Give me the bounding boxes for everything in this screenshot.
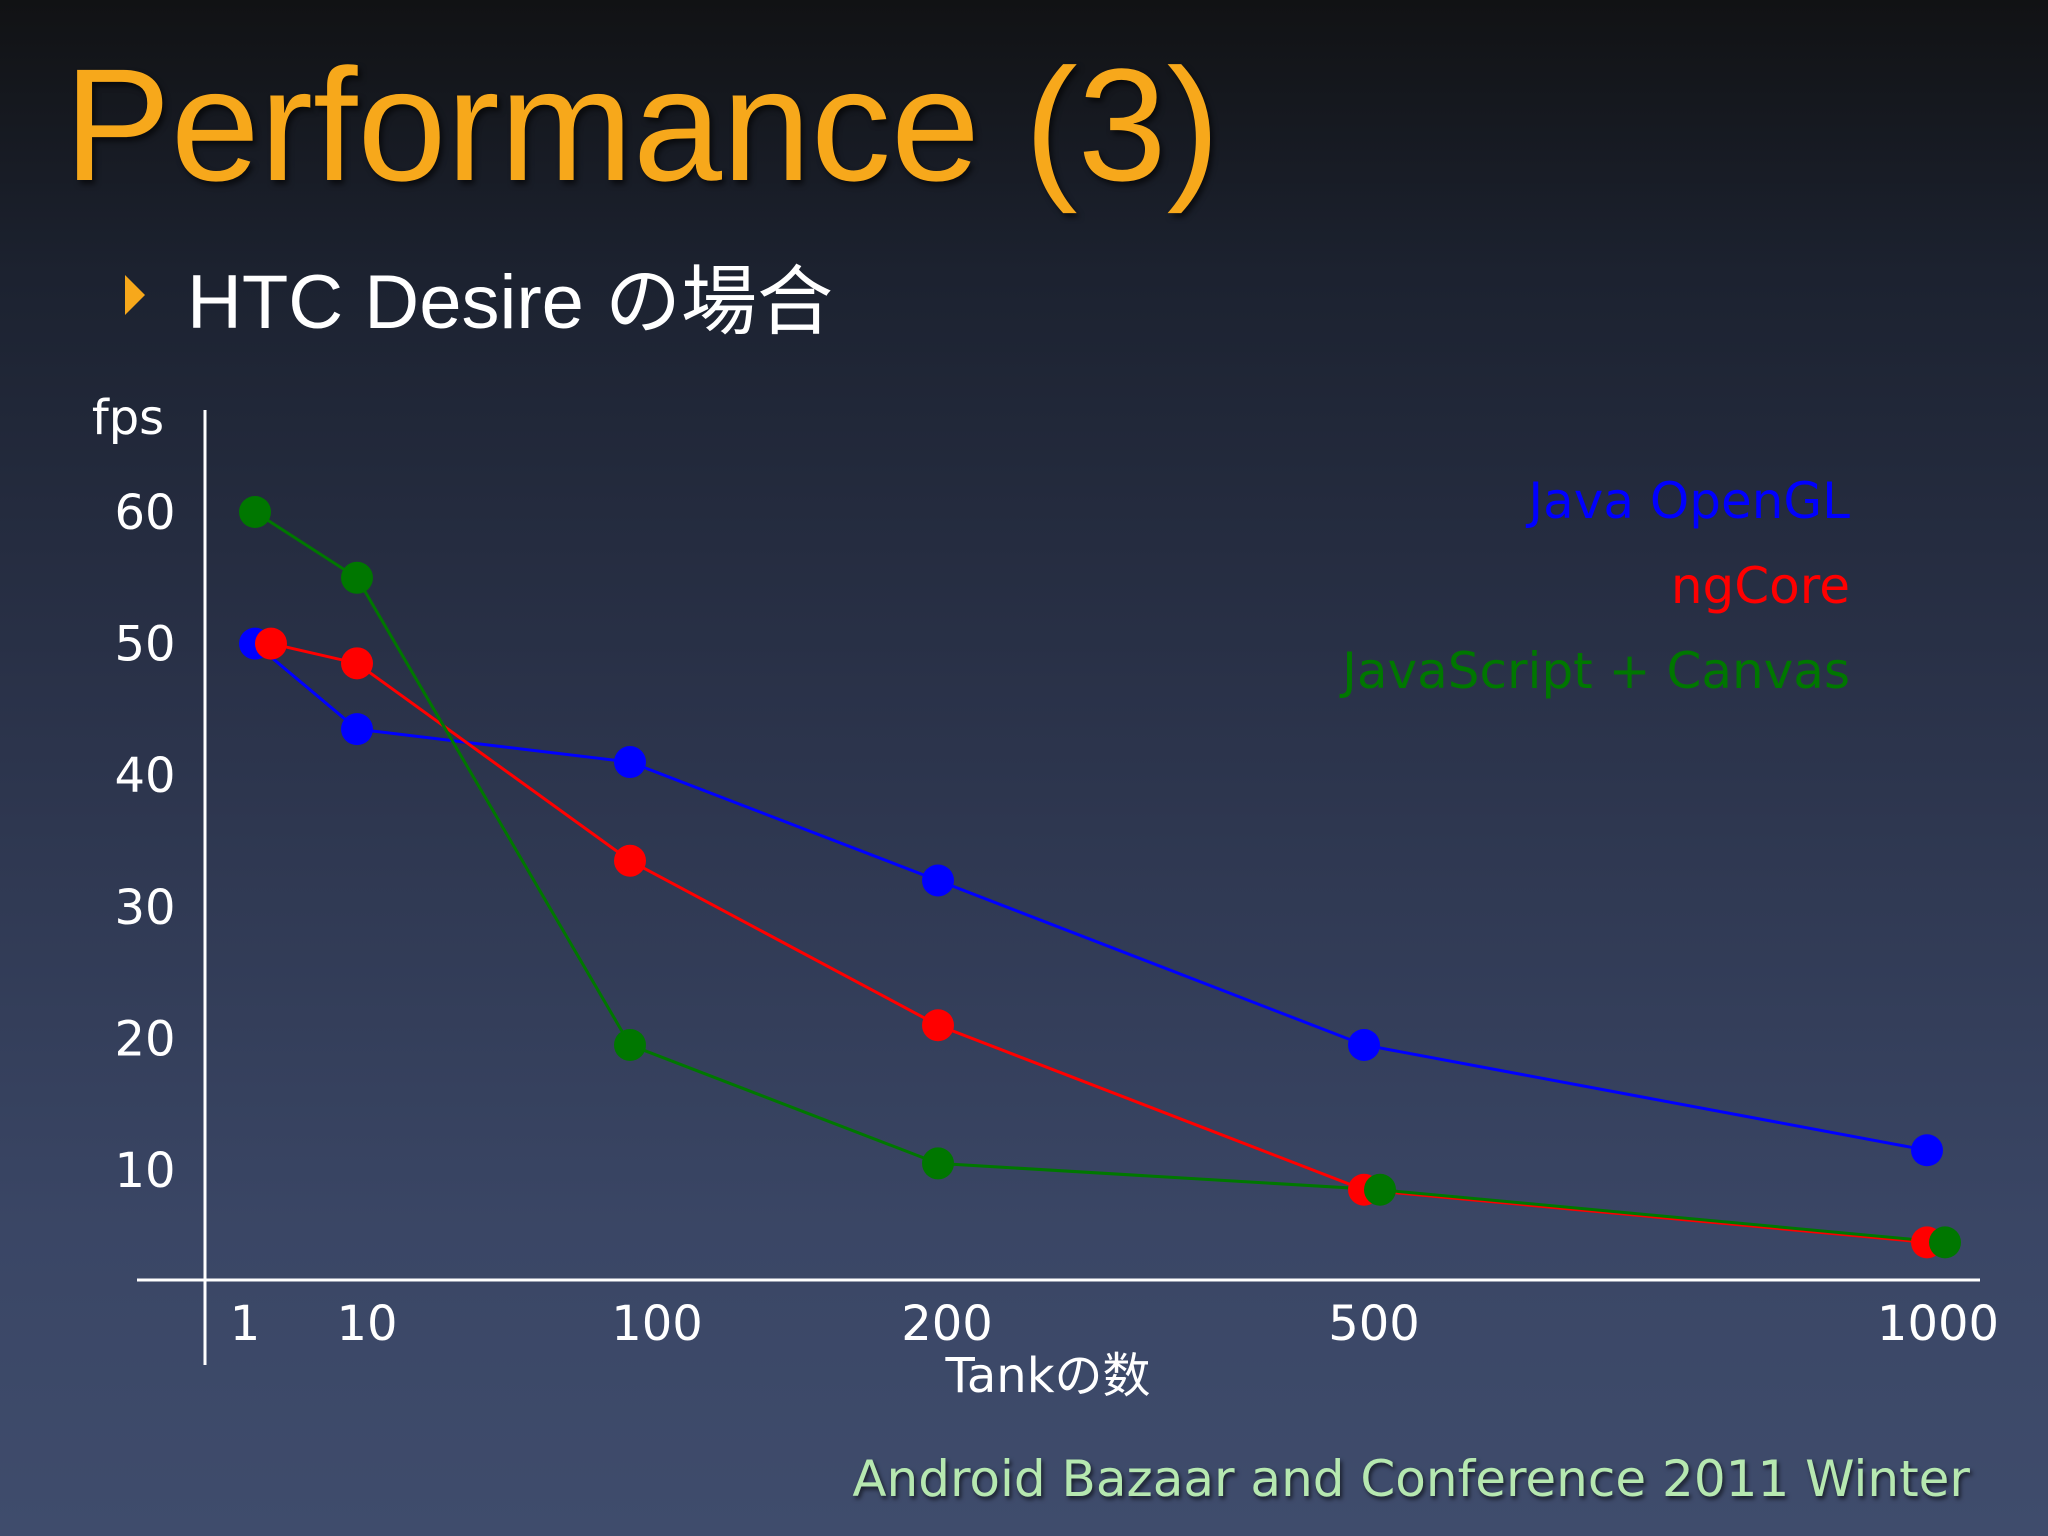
bullet-item: HTC Desire の場合 (125, 250, 833, 345)
conference-footer: Android Bazaar and Conference 2011 Winte… (852, 1450, 1970, 1508)
chart-axes (137, 410, 1980, 1365)
y-axis-label: fps (92, 390, 164, 446)
slide-title: Performance (3) (64, 35, 1220, 214)
data-point-marker (341, 647, 373, 680)
x-tick-label: 100 (611, 1296, 703, 1352)
y-tick-label: 30 (114, 880, 175, 936)
x-tick-label: 10 (336, 1296, 397, 1352)
y-tick-label: 40 (114, 748, 175, 804)
data-point-marker (614, 746, 646, 779)
chart-legend: Java OpenGL ngCore JavaScript + Canvas (1339, 472, 1850, 700)
x-tick-label: 1000 (1877, 1296, 1999, 1352)
y-tick-label: 10 (114, 1143, 175, 1199)
x-tick-label: 1 (230, 1296, 261, 1352)
chart-series-lines (254, 510, 1946, 1244)
data-point-marker (1364, 1173, 1396, 1206)
data-point-marker (922, 1147, 954, 1180)
chart-labels: fps 60 50 40 30 20 10 1 10 100 200 500 1000 Tankの数 (92, 390, 1999, 1404)
legend-entry: ngCore (1671, 557, 1850, 615)
data-point-marker (922, 1009, 954, 1042)
y-tick-label: 20 (114, 1011, 175, 1067)
data-point-marker (614, 1028, 646, 1061)
series-line (254, 642, 1928, 1152)
x-axis-label: Tankの数 (944, 1348, 1150, 1404)
data-point-marker (614, 844, 646, 877)
data-point-marker (341, 713, 373, 746)
data-point-marker (922, 864, 954, 897)
data-point-marker (1911, 1134, 1943, 1167)
x-tick-label: 500 (1328, 1296, 1420, 1352)
x-tick-label: 200 (901, 1296, 993, 1352)
data-point-marker (255, 627, 287, 660)
legend-entry: JavaScript + Canvas (1339, 642, 1850, 700)
slide-subtitle: HTC Desire の場合 (187, 260, 834, 345)
chart-markers (239, 496, 1961, 1259)
y-tick-label: 50 (114, 617, 175, 673)
data-point-marker (341, 561, 373, 594)
data-point-marker (239, 496, 271, 528)
bullet-triangle-icon (125, 275, 145, 315)
data-point-marker (1348, 1028, 1380, 1061)
series-line (254, 510, 1946, 1244)
data-point-marker (1929, 1226, 1961, 1259)
legend-entry: Java OpenGL (1525, 472, 1850, 530)
y-tick-label: 60 (114, 485, 175, 541)
